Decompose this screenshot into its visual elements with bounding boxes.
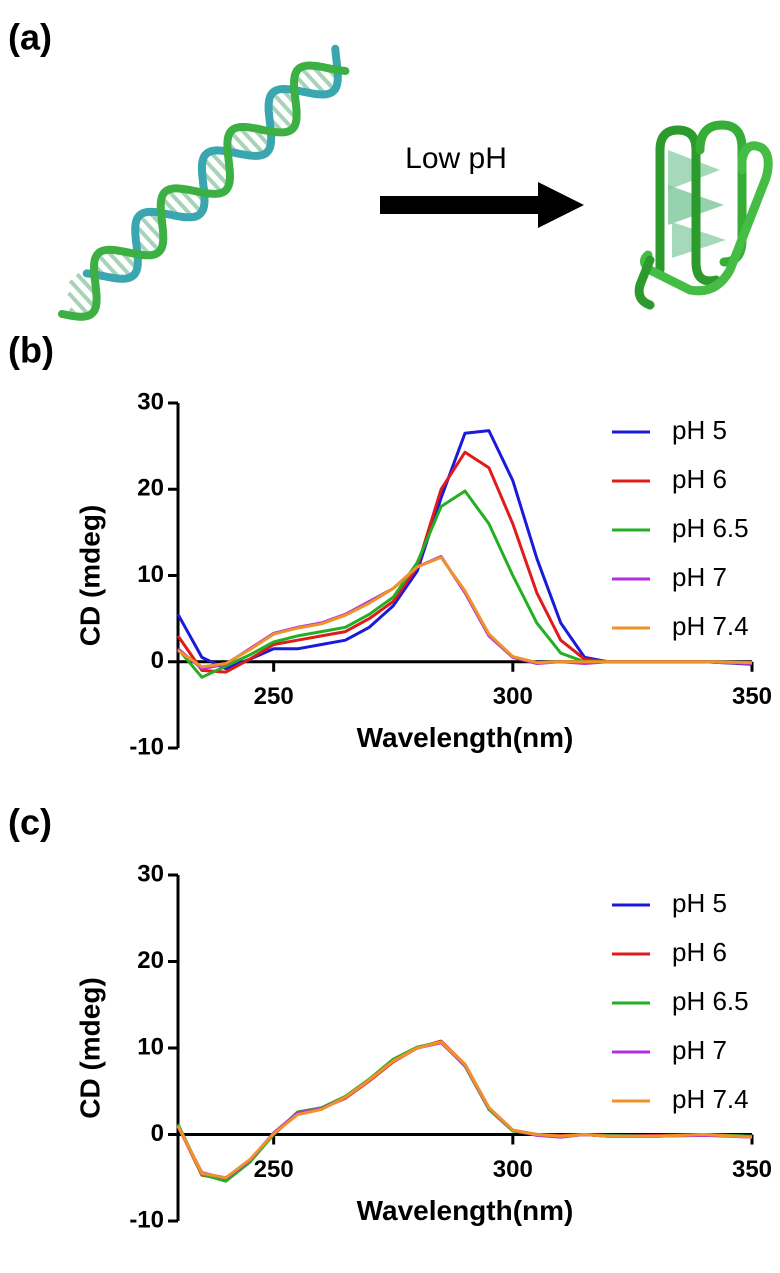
y-tick-label: 20 (137, 947, 164, 974)
y-axis-label: CD (mdeg) (74, 505, 105, 647)
y-tick-label: 30 (137, 388, 164, 415)
y-tick-label: -10 (129, 733, 164, 760)
strand (655, 125, 721, 286)
y-tick-label: 10 (137, 561, 164, 588)
legend-label: pH 7.4 (672, 611, 749, 641)
legend-label: pH 7 (672, 562, 727, 592)
base-pair (133, 223, 161, 253)
legend-label: pH 5 (672, 415, 727, 445)
base-pair (68, 279, 97, 310)
arrow-head (538, 182, 584, 228)
x-tick-label: 300 (493, 683, 533, 710)
base-pair (105, 248, 133, 279)
x-tick-label: 250 (254, 1156, 294, 1183)
y-tick-label: 20 (137, 475, 164, 502)
x-tick-label: 350 (732, 1156, 772, 1183)
x-axis-label: Wavelength(nm) (357, 722, 574, 753)
x-axis-label: Wavelength(nm) (357, 1195, 574, 1226)
panel-label: (b) (8, 330, 54, 371)
g-quadruplex (634, 120, 773, 310)
data-line (176, 1040, 753, 1180)
x-tick-label: 350 (732, 683, 772, 710)
panel-label: (a) (8, 17, 52, 58)
base-pair (166, 188, 195, 219)
panel-label: (c) (8, 802, 52, 843)
data-line (176, 429, 753, 671)
base-pair (267, 101, 295, 131)
arrow-label: Low pH (405, 142, 507, 175)
y-tick-label: 10 (137, 1033, 164, 1060)
strand (634, 255, 655, 310)
base-pair (237, 125, 266, 156)
base-pair (299, 65, 328, 96)
x-tick-label: 300 (493, 1156, 533, 1183)
y-tick-label: -10 (129, 1206, 164, 1233)
legend-label: pH 6 (672, 937, 727, 967)
legend-label: pH 6.5 (672, 513, 749, 543)
base-pair (201, 157, 231, 188)
legend-label: pH 7 (672, 1035, 727, 1065)
y-tick-label: 0 (151, 1120, 164, 1147)
base-pair (137, 214, 165, 243)
y-tick-label: 30 (137, 860, 164, 887)
y-tick-label: 0 (151, 647, 164, 674)
dna-duplex (58, 44, 350, 321)
legend-label: pH 7.4 (672, 1084, 749, 1114)
legend-label: pH 6 (672, 464, 727, 494)
arrow-shaft (380, 196, 540, 214)
x-tick-label: 250 (254, 683, 294, 710)
base-pair (270, 91, 298, 121)
strand (58, 61, 350, 321)
legend-label: pH 5 (672, 888, 727, 918)
legend-label: pH 6.5 (672, 986, 749, 1016)
base-pair (67, 291, 91, 317)
data-line (177, 555, 753, 669)
y-axis-label: CD (mdeg) (74, 977, 105, 1119)
